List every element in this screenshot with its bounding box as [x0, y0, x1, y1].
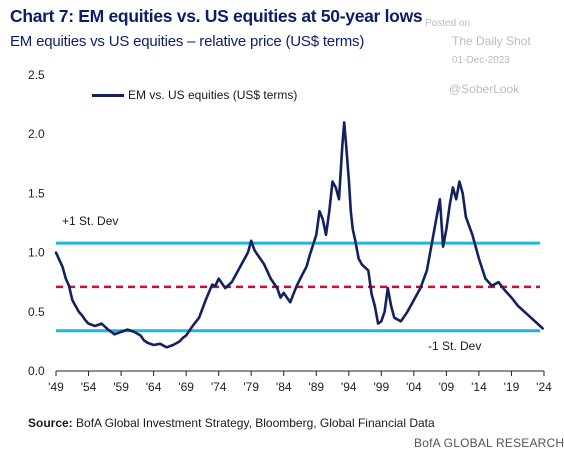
x-tick-label: '49 — [48, 380, 64, 394]
chart-legend: EM vs. US equities (US$ terms) — [92, 88, 297, 102]
legend-swatch — [92, 93, 124, 97]
x-tick-label: '64 — [146, 380, 162, 394]
x-tick-label: '14 — [471, 380, 487, 394]
y-tick-label: 1.5 — [28, 186, 45, 200]
x-tick-label: '89 — [308, 380, 324, 394]
annotation-lower-band: -1 St. Dev — [428, 339, 482, 353]
x-tick-label: '59 — [113, 380, 129, 394]
legend-label: EM vs. US equities (US$ terms) — [128, 88, 298, 102]
x-tick-label: '69 — [178, 380, 194, 394]
chart-title: Chart 7: EM equities vs. US equities at … — [10, 6, 423, 26]
watermark-posted: Posted on — [425, 18, 471, 29]
chart-subtitle: EM equities vs US equities – relative pr… — [10, 33, 365, 50]
x-tick-label: '74 — [211, 380, 227, 394]
source-label: Source: — [28, 416, 73, 430]
watermark-date: 01-Dec-2023 — [452, 55, 510, 66]
x-tick-label: '79 — [243, 380, 259, 394]
x-tick-label: '84 — [276, 380, 292, 394]
annotation-upper-band: +1 St. Dev — [62, 214, 119, 228]
y-tick-label: 0.5 — [28, 305, 45, 319]
y-tick-label: 2.0 — [28, 127, 45, 141]
y-tick-label: 2.5 — [28, 68, 45, 82]
x-tick-label: '54 — [81, 380, 97, 394]
y-tick-label: 1.0 — [28, 246, 45, 260]
x-tick-label: '19 — [504, 380, 520, 394]
x-tick-label: '99 — [374, 380, 390, 394]
source-text: BofA Global Investment Strategy, Bloombe… — [76, 416, 435, 430]
series-line — [54, 121, 545, 349]
x-tick-label: '09 — [439, 380, 455, 394]
watermark-source: The Daily Shot — [452, 34, 531, 48]
x-tick-label: '04 — [406, 380, 422, 394]
brand-footer: BofA GLOBAL RESEARCH — [414, 436, 564, 450]
x-tick-label: '94 — [341, 380, 357, 394]
x-tick-label: '24 — [536, 380, 552, 394]
y-tick-label: 0.0 — [28, 364, 45, 378]
source-note: Source: BofA Global Investment Strategy,… — [28, 416, 435, 430]
watermark-handle: @SoberLook — [449, 82, 520, 96]
